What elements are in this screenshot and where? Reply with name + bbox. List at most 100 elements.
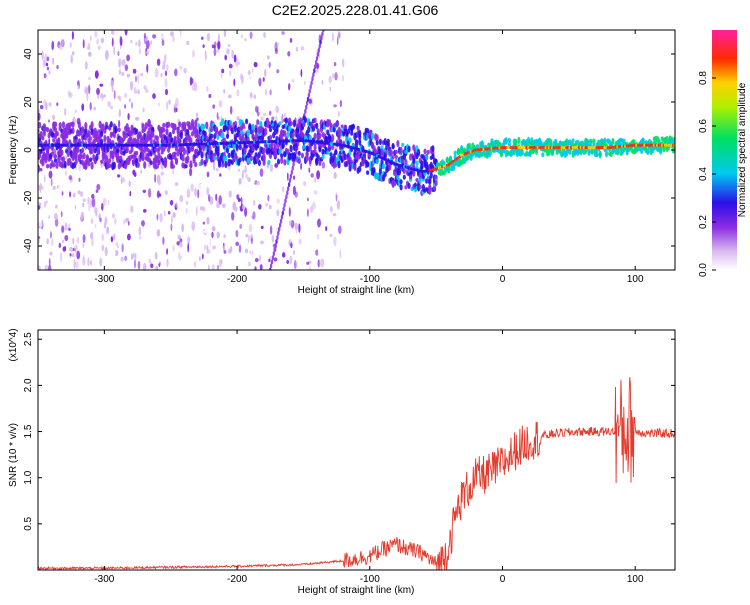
spectrogram-ridge-mark: [125, 145, 129, 152]
spectrogram-noise-mark: [110, 200, 114, 211]
spectrogram-noise-mark: [45, 62, 49, 67]
spectrogram-noise-mark: [131, 101, 133, 109]
spectrogram-noise-mark: [124, 92, 128, 98]
spectrogram-streak-mark: [305, 100, 309, 106]
spectrogram-noise-mark: [336, 170, 338, 174]
spectrogram-noise-mark: [250, 237, 253, 245]
spectrogram-ridge-mark: [283, 130, 287, 137]
spectrogram-ridge-mark: [308, 134, 312, 141]
spectrogram-ridge-mark: [254, 152, 258, 158]
spectrogram-ridge-mark: [351, 123, 355, 130]
spectrogram-ridge-mark: [194, 119, 198, 127]
spectrogram-ridge-mark: [389, 150, 394, 156]
spectrogram-noise-mark: [333, 171, 337, 179]
spectrogram-noise-mark: [330, 206, 333, 213]
snr-x-axis-label: Height of straight line (km): [298, 585, 415, 596]
spectrogram-noise-mark: [46, 66, 50, 71]
spectrogram-ridge-mark: [79, 151, 83, 159]
spectrogram-noise-mark: [258, 77, 262, 87]
spectrogram-ridge-mark: [157, 147, 161, 152]
spectrogram-ridge-mark: [584, 147, 588, 154]
spectrogram-ridge-mark: [143, 161, 147, 169]
spectrogram-noise-mark: [90, 218, 94, 224]
spectrogram-noise-mark: [315, 71, 320, 75]
spectrogram-noise-mark: [53, 104, 56, 110]
spectrogram-noise-mark: [97, 48, 102, 57]
spectrogram-noise-mark: [99, 257, 103, 267]
spectrogram-ridge-mark: [420, 165, 424, 171]
spectrogram-x-tick-label: -100: [360, 274, 380, 285]
spectrogram-noise-mark: [44, 264, 49, 270]
spectrogram-noise-mark: [159, 34, 164, 39]
spectrogram-ridge-mark: [300, 152, 304, 159]
spectrogram-noise-mark: [44, 67, 46, 73]
spectrogram-noise-mark: [120, 176, 123, 185]
spectrogram-streak-mark: [278, 226, 281, 232]
spectrogram-noise-mark: [129, 80, 134, 91]
spectrogram-ridge-mark: [200, 158, 204, 166]
spectrogram-noise-mark: [222, 203, 226, 209]
spectrogram-ridge-mark: [240, 130, 244, 135]
spectrogram-ridge-mark: [235, 142, 239, 150]
spectrogram-noise-mark: [106, 168, 109, 176]
spectrogram-ridge-mark: [378, 138, 382, 146]
spectrogram-noise-mark: [244, 207, 248, 217]
spectrogram-ridge-mark: [520, 150, 524, 156]
spectrogram-noise-mark: [144, 88, 149, 94]
colorbar-tick-label: 0.2: [698, 215, 709, 229]
spectrogram-noise-mark: [259, 168, 264, 177]
spectrogram-ridge-mark: [221, 131, 225, 139]
spectrogram-noise-mark: [52, 138, 56, 143]
spectrogram-noise-mark: [170, 31, 174, 37]
spectrogram-noise-mark: [69, 42, 72, 48]
spectrogram-noise-mark: [190, 183, 194, 192]
spectrogram-ridge-mark: [194, 162, 198, 168]
spectrogram-noise-mark: [73, 244, 78, 254]
spectrogram-noise-mark: [189, 167, 193, 177]
spectrogram-noise-mark: [75, 261, 79, 269]
spectrogram-noise-mark: [38, 177, 41, 186]
spectrogram-noise-mark: [48, 257, 51, 267]
spectrogram-noise-mark: [289, 255, 293, 265]
spectrogram-ridge-mark: [202, 123, 206, 130]
spectrogram-ridge-mark: [292, 152, 296, 160]
spectrogram-noise-mark: [341, 58, 345, 68]
spectrogram-ridge-mark: [313, 144, 317, 150]
spectrogram-noise-mark: [64, 245, 67, 251]
spectrogram-ridge-mark: [499, 151, 503, 158]
spectrogram-noise-mark: [89, 198, 93, 208]
spectrogram-noise-mark: [138, 39, 141, 48]
spectrogram-ridge-mark: [275, 125, 279, 133]
snr-series-line: [38, 377, 675, 570]
spectrogram-noise-mark: [246, 193, 250, 200]
spectrogram-noise-mark: [106, 226, 110, 235]
spectrogram-ridge-mark: [221, 162, 225, 168]
spectrogram-ridge-mark: [362, 155, 367, 161]
spectrogram-noise-mark: [39, 105, 44, 110]
spectrogram-noise-mark: [232, 201, 237, 211]
spectrogram-noise-mark: [310, 173, 314, 178]
spectrogram-noise-mark: [55, 204, 58, 209]
spectrogram-noise-mark: [100, 46, 103, 55]
spectrogram-noise-mark: [339, 99, 343, 108]
spectrogram-ridge-mark: [178, 138, 182, 144]
spectrogram-ridge-mark: [167, 147, 171, 154]
snr-x-tick-label: 0: [500, 574, 506, 585]
spectrogram-noise-mark: [84, 61, 88, 70]
spectrogram-ridge-mark: [82, 152, 86, 160]
spectrogram-noise-mark: [206, 186, 210, 196]
spectrogram-noise-mark: [137, 88, 140, 95]
spectrogram-noise-mark: [215, 167, 219, 172]
spectrogram-noise-mark: [249, 92, 253, 99]
spectrogram-noise-mark: [337, 30, 341, 40]
spectrogram-ridge-mark: [514, 138, 518, 146]
spectrogram-noise-mark: [202, 44, 205, 48]
spectrogram-noise-mark: [118, 68, 122, 76]
spectrogram-noise-mark: [228, 190, 232, 198]
spectrogram-ridge-mark: [383, 171, 387, 178]
spectrogram-noise-mark: [72, 237, 75, 245]
spectrogram-ridge-mark: [348, 137, 352, 144]
spectrogram-noise-mark: [111, 213, 116, 219]
spectrogram-ridge-mark: [181, 154, 185, 162]
spectrogram-ridge-mark: [589, 139, 593, 145]
